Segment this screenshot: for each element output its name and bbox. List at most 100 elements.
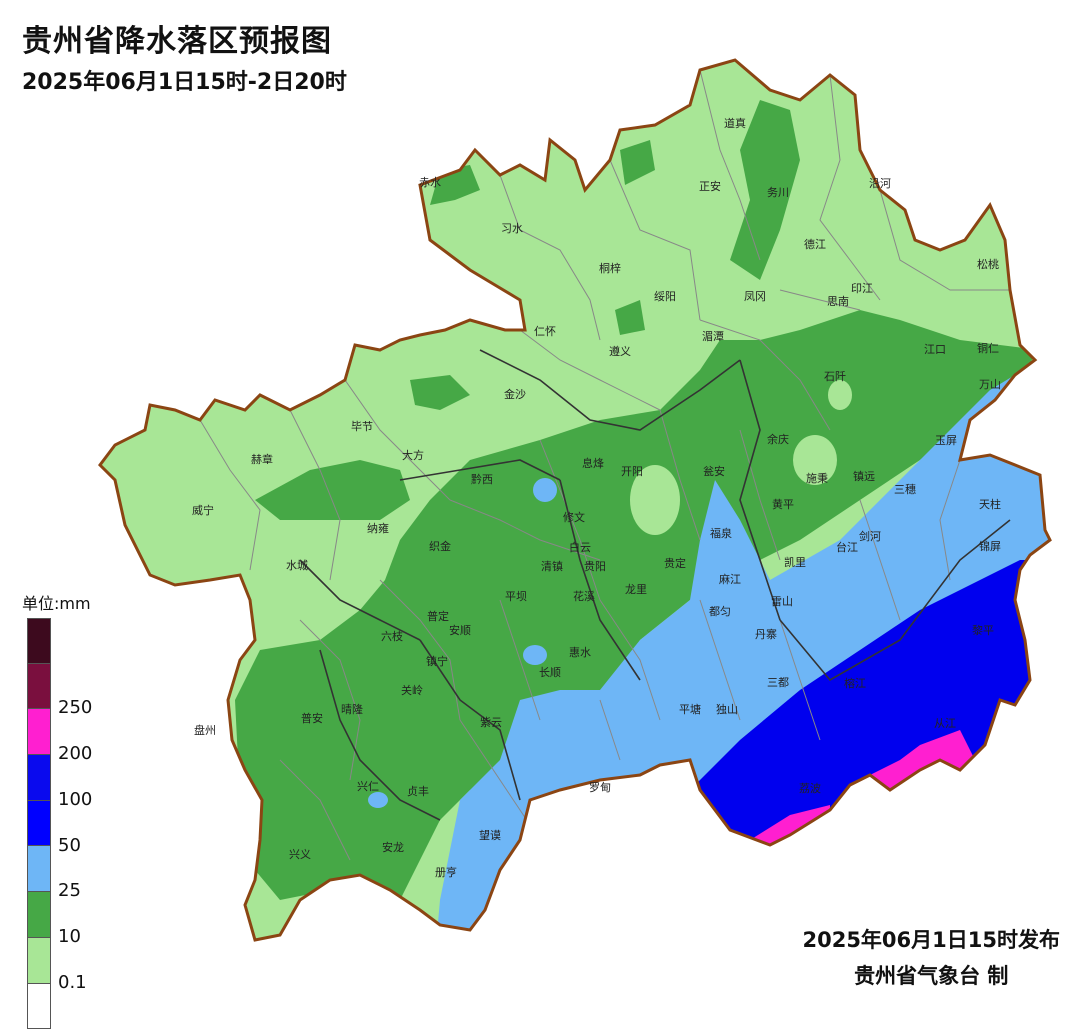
city-label: 安顺 <box>449 623 471 637</box>
legend-swatch <box>27 938 51 984</box>
city-label: 威宁 <box>192 503 214 517</box>
light-blue-xingren <box>368 792 388 808</box>
city-label: 仁怀 <box>534 325 556 338</box>
legend-label: 10 <box>58 926 81 947</box>
city-label: 册亨 <box>435 865 457 879</box>
city-label: 从江 <box>934 717 956 730</box>
city-label: 花溪 <box>573 590 595 603</box>
issuer: 贵州省气象台 制 <box>802 958 1060 994</box>
city-label: 凤冈 <box>744 290 766 303</box>
city-label: 瓮安 <box>703 464 725 478</box>
city-label: 纳雍 <box>367 521 389 535</box>
city-label: 湄潭 <box>702 330 724 343</box>
magenta-region-liping <box>995 705 1020 735</box>
city-label: 习水 <box>501 222 523 235</box>
city-label: 锦屏 <box>979 539 1001 553</box>
city-label: 印江 <box>851 282 873 295</box>
city-label: 惠水 <box>569 645 591 659</box>
city-label: 都匀 <box>709 605 731 618</box>
legend-label: 250 <box>58 697 92 718</box>
city-label: 贞丰 <box>407 784 429 798</box>
city-label: 平塘 <box>679 702 701 716</box>
city-label: 修文 <box>563 510 585 524</box>
city-label: 江口 <box>924 343 946 356</box>
city-label: 沿河 <box>869 177 891 190</box>
light-green-shiqian <box>828 380 852 410</box>
city-label: 金沙 <box>504 387 526 401</box>
light-blue-changshun <box>523 645 547 665</box>
issue-info: 2025年06月1日15时发布 贵州省气象台 制 <box>802 922 1060 994</box>
legend-label: 50 <box>58 835 81 856</box>
city-label: 水城 <box>286 559 308 572</box>
city-label: 雷山 <box>771 595 793 608</box>
city-label: 毕节 <box>351 420 373 433</box>
city-label: 织金 <box>429 539 451 553</box>
city-label: 正安 <box>699 179 721 193</box>
city-label: 黎平 <box>972 623 994 637</box>
city-label: 绥阳 <box>654 290 676 303</box>
city-label: 白云 <box>569 540 591 554</box>
legend-color-bar <box>27 618 51 1029</box>
city-label: 开阳 <box>621 465 643 478</box>
city-label: 铜仁 <box>977 341 999 355</box>
city-label: 盘州 <box>194 723 216 737</box>
legend-label: 0.1 <box>58 972 87 993</box>
city-label: 安龙 <box>382 840 404 854</box>
legend-swatch <box>27 846 51 892</box>
city-label: 万山 <box>979 378 1001 391</box>
city-label: 长顺 <box>539 666 561 679</box>
issue-time: 2025年06月1日15时发布 <box>802 922 1060 958</box>
city-label: 普安 <box>301 711 323 725</box>
city-label: 黔西 <box>471 472 493 486</box>
city-label: 德江 <box>804 237 826 251</box>
city-label: 晴隆 <box>341 702 363 716</box>
city-label: 镇宁 <box>426 654 448 668</box>
legend-swatch <box>27 801 51 847</box>
city-label: 道真 <box>724 116 746 130</box>
city-label: 剑河 <box>859 529 881 543</box>
city-label: 大方 <box>402 448 424 462</box>
city-label: 黄平 <box>772 497 794 511</box>
city-label: 福泉 <box>710 526 732 540</box>
legend-swatch <box>27 984 51 1029</box>
city-label: 遵义 <box>609 344 631 358</box>
city-label: 贵定 <box>664 556 686 570</box>
city-label: 赤水 <box>419 176 441 189</box>
city-label: 兴仁 <box>357 780 379 793</box>
city-label: 思南 <box>827 295 849 308</box>
legend-label: 100 <box>58 789 92 810</box>
city-label: 石阡 <box>824 370 846 383</box>
city-label: 赫章 <box>251 452 273 466</box>
city-label: 务川 <box>767 186 789 199</box>
legend-swatch <box>27 892 51 938</box>
city-label: 桐梓 <box>599 261 621 275</box>
city-label: 台江 <box>836 540 858 554</box>
legend-swatch <box>27 618 51 664</box>
city-label: 普定 <box>427 609 449 623</box>
city-label: 施秉 <box>806 471 828 485</box>
city-label: 平坝 <box>505 589 527 603</box>
city-label: 三都 <box>767 676 789 689</box>
legend-label: 25 <box>58 880 81 901</box>
city-label: 凯里 <box>784 556 806 569</box>
city-label: 镇远 <box>853 469 875 483</box>
city-label: 贵阳 <box>584 560 606 573</box>
city-label: 龙里 <box>625 583 647 596</box>
legend-unit-label: 单位:mm <box>22 590 91 614</box>
legend-swatch <box>27 664 51 710</box>
city-label: 独山 <box>716 703 738 716</box>
legend-swatch <box>27 755 51 801</box>
city-label: 望谟 <box>479 829 501 842</box>
city-label: 余庆 <box>767 432 789 446</box>
city-label: 息烽 <box>582 456 604 470</box>
city-label: 关岭 <box>401 683 423 697</box>
city-label: 兴义 <box>289 848 311 861</box>
city-label: 清镇 <box>541 559 563 573</box>
city-label: 麻江 <box>719 572 741 586</box>
legend-swatch <box>27 709 51 755</box>
city-label: 丹寨 <box>755 627 777 641</box>
city-label: 六枝 <box>381 629 403 643</box>
city-label: 紫云 <box>480 716 502 729</box>
city-label: 罗甸 <box>589 781 611 794</box>
